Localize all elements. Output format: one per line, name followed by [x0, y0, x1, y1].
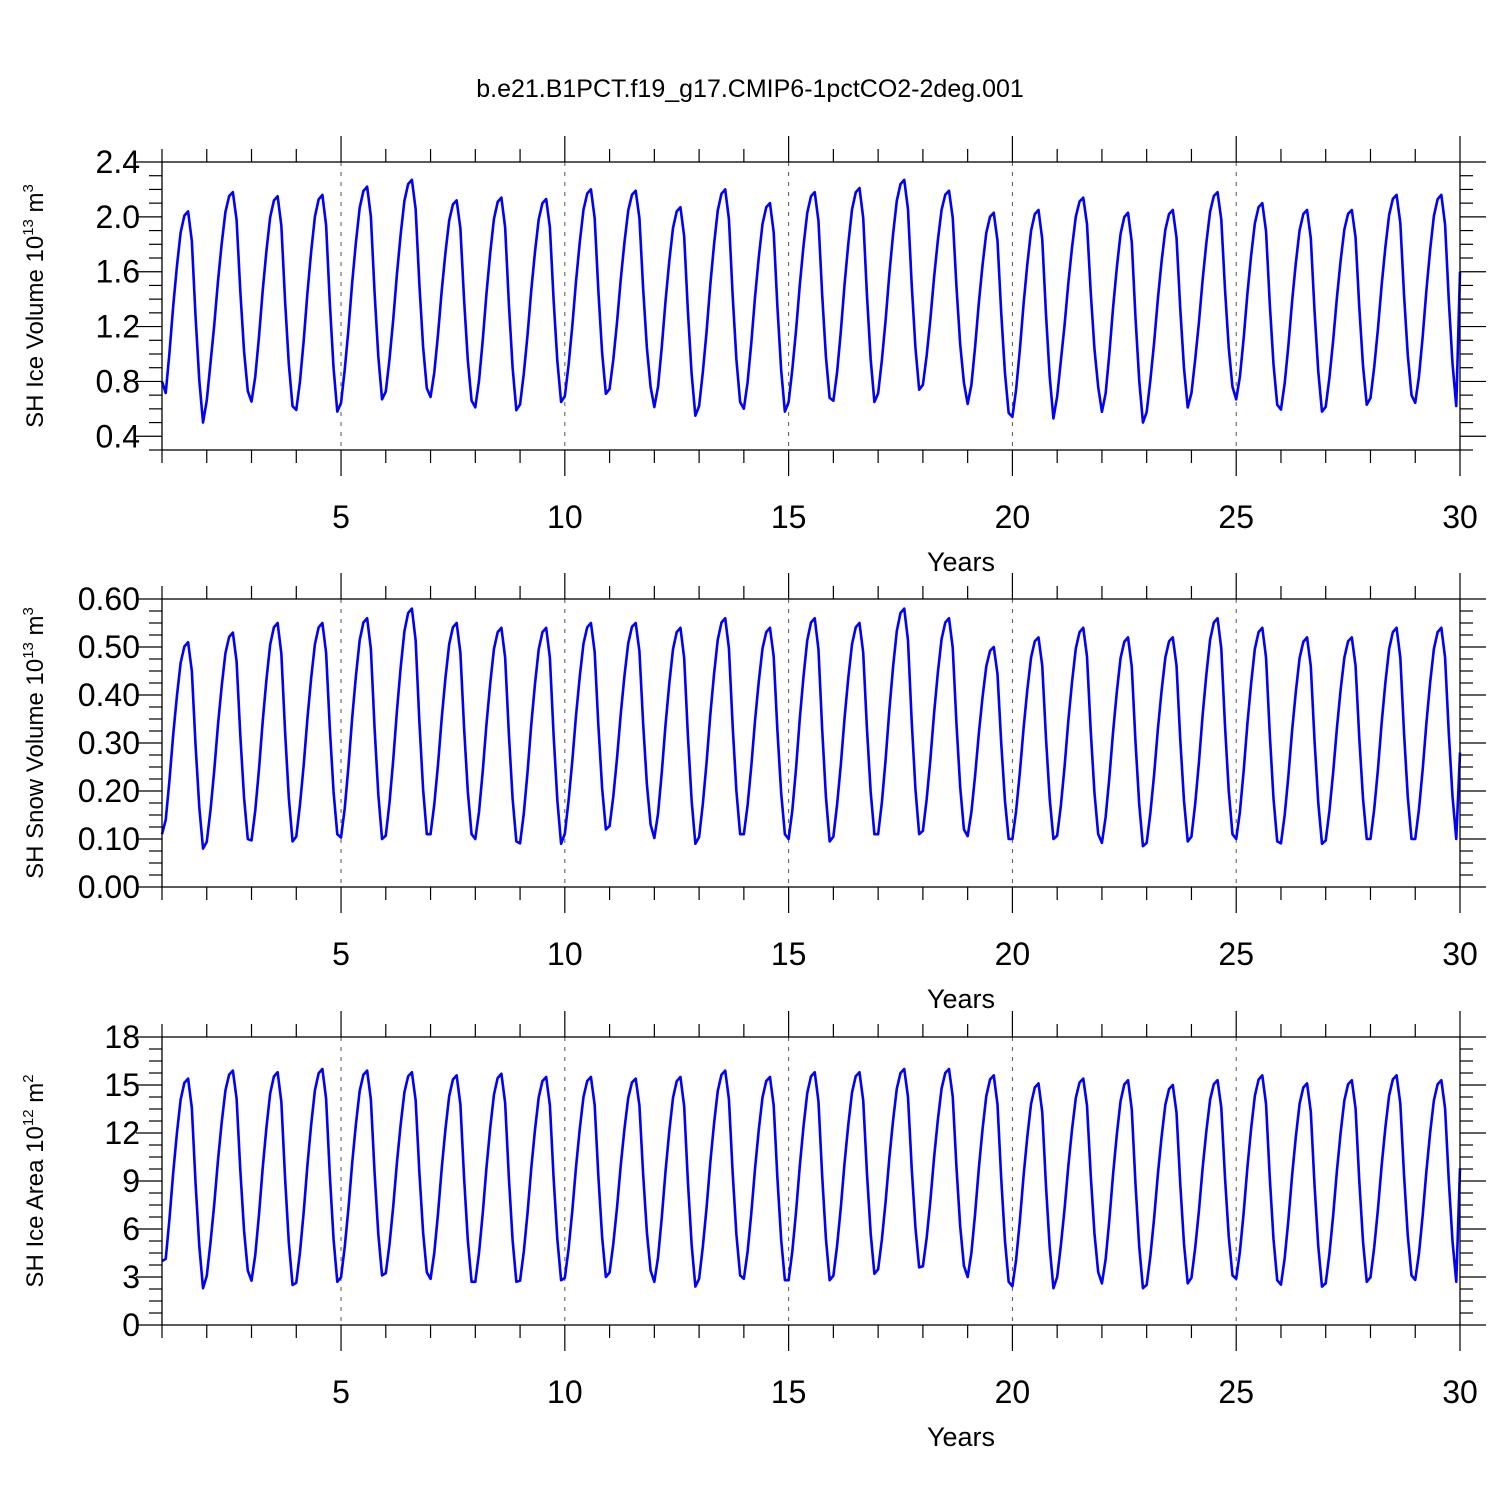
- y-tick-label: 2.4: [96, 144, 140, 180]
- y-axis-label-part: m: [22, 192, 49, 219]
- y-tick-label: 6: [122, 1211, 140, 1247]
- y-tick-label: 2.0: [96, 199, 140, 235]
- y-tick-label: 3: [122, 1259, 140, 1295]
- y-tick-label: 0.60: [78, 581, 140, 617]
- y-axis-label-part: 3: [20, 184, 37, 192]
- y-axis-label: SH Ice Area 1012 m2: [20, 1074, 49, 1287]
- y-tick-label: 12: [104, 1115, 140, 1151]
- y-axis-label-part: 2: [20, 1074, 37, 1082]
- x-tick-label: 15: [771, 1374, 807, 1410]
- x-tick-label: 15: [771, 499, 807, 535]
- x-tick-label: 10: [547, 936, 583, 972]
- y-tick-label: 0.30: [78, 725, 140, 761]
- x-tick-label: 25: [1218, 499, 1254, 535]
- y-axis-label-part: m: [22, 615, 49, 642]
- data-line: [160, 607, 1462, 850]
- y-tick-label: 9: [122, 1163, 140, 1199]
- y-tick-label: 18: [104, 1019, 140, 1055]
- plot-frame: [161, 161, 1461, 451]
- y-axis-label-part: 13: [20, 219, 37, 236]
- panel-1: 5 10 15 20 25 30 0.4 0.8 1.2 1.6 2.0 2.4 Years SH Ice…: [20, 136, 1486, 577]
- y-axis-label-part: 3: [20, 607, 37, 615]
- y-tick-label: 0.10: [78, 821, 140, 857]
- x-axis-label: Years: [927, 547, 995, 577]
- x-tick-label: 25: [1218, 936, 1254, 972]
- y-tick-label: 15: [104, 1067, 140, 1103]
- y-axis-label-part: m: [22, 1083, 49, 1110]
- x-tick-label: 20: [995, 1374, 1031, 1410]
- y-axis-label: SH Ice Volume 1013 m3: [20, 184, 49, 428]
- y-tick-label: 0.00: [78, 869, 140, 905]
- x-tick-label: 30: [1442, 499, 1478, 535]
- x-tick-label: 5: [332, 1374, 350, 1410]
- panel-3: 5 10 15 20 25 30 0 3 6 9 12 15 18 Years SH Ice Area 10…: [20, 1011, 1486, 1452]
- y-tick-label: 1.6: [96, 254, 140, 290]
- y-tick-label: 0.4: [96, 418, 140, 454]
- data-line: [160, 178, 1462, 424]
- x-axis-label: Years: [927, 1422, 995, 1452]
- x-axis-label: Years: [927, 984, 995, 1014]
- x-tick-label: 30: [1442, 1374, 1478, 1410]
- x-tick-label: 25: [1218, 1374, 1254, 1410]
- y-axis-label-part: SH Ice Volume 10: [22, 236, 49, 428]
- y-tick-label: 0.20: [78, 773, 140, 809]
- y-axis-label: SH Snow Volume 1013 m3: [20, 607, 49, 879]
- x-tick-label: 10: [547, 499, 583, 535]
- x-tick-label: 10: [547, 1374, 583, 1410]
- y-axis-label-part: 12: [20, 1109, 37, 1126]
- y-axis-label-part: SH Ice Area 10: [22, 1126, 49, 1287]
- y-tick-label: 0.50: [78, 629, 140, 665]
- y-tick-label: 0: [122, 1307, 140, 1343]
- x-tick-label: 20: [995, 936, 1031, 972]
- x-tick-label: 5: [332, 936, 350, 972]
- y-tick-label: 0.40: [78, 677, 140, 713]
- x-tick-label: 15: [771, 936, 807, 972]
- x-tick-label: 20: [995, 499, 1031, 535]
- y-axis-label-part: 13: [20, 642, 37, 659]
- y-axis-label-part: SH Snow Volume 10: [22, 659, 49, 879]
- y-tick-label: 1.2: [96, 309, 140, 345]
- x-tick-label: 5: [332, 499, 350, 535]
- panel-2: 5 10 15 20 25 30 0.00 0.10 0.20 0.30 0.40 0.50 0.60 Y…: [20, 573, 1486, 1014]
- figure-title: b.e21.B1PCT.f19_g17.CMIP6-1pctCO2-2deg.0…: [476, 75, 1024, 103]
- data-line: [161, 1067, 1462, 1290]
- y-tick-label: 0.8: [96, 363, 140, 399]
- x-tick-label: 30: [1442, 936, 1478, 972]
